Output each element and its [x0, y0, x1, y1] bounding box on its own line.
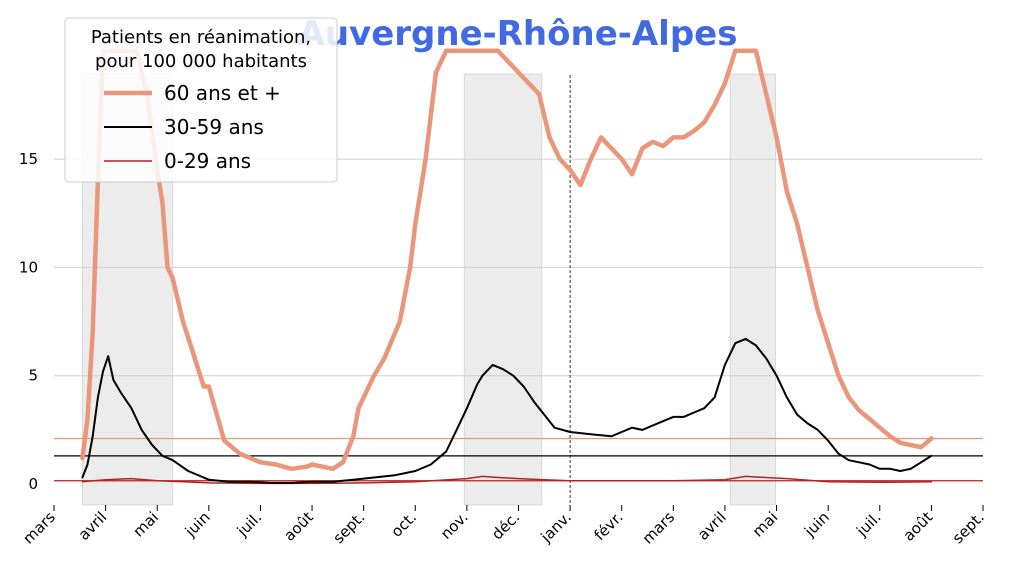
shaded-period-1 [463, 73, 543, 506]
x-tick-label-13: avril [694, 508, 730, 544]
x-tick-label-6: sept. [329, 508, 368, 547]
x-tick-label-10: janv. [537, 508, 575, 546]
x-tick-label-1: avril [75, 508, 111, 544]
x-tick-label-2: mai [130, 508, 163, 541]
series-line-0 [80, 48, 934, 472]
x-tick-label-17: août [900, 508, 937, 545]
legend-title-line-1: pour 100 000 habitants [95, 51, 307, 72]
series-line-1 [81, 337, 933, 484]
legend-label-1: 30-59 ans [164, 115, 264, 139]
x-tick-label-12: mars [639, 508, 679, 548]
y-tick-label-5: 5 [28, 367, 38, 385]
shaded-period-2 [729, 73, 777, 506]
y-axis: 0 5 10 15 [19, 150, 38, 493]
x-tick-label-8: nov. [437, 508, 472, 543]
y-tick-label-15: 15 [19, 150, 38, 168]
x-tick-label-11: févr. [591, 508, 627, 544]
x-tick-label-16: juil. [852, 508, 884, 540]
x-tick-label-4: juil. [233, 508, 265, 540]
x-tick-label-0: mars [19, 508, 59, 548]
x-tick-label-3: juin [181, 508, 214, 541]
y-tick-label-10: 10 [19, 258, 38, 276]
y-tick-label-0: 0 [28, 475, 38, 493]
x-tick-label-15: juin [800, 508, 833, 541]
series-lines [80, 48, 934, 485]
legend-box [64, 17, 338, 183]
legend: Patients en réanimation, pour 100 000 hab… [64, 17, 338, 183]
legend-label-2: 0-29 ans [164, 149, 251, 173]
x-tick-label-14: mai [749, 508, 782, 541]
legend-title-line-0: Patients en réanimation, [91, 27, 311, 48]
reference-lines [54, 437, 983, 482]
chart-title: Auvergne-Rhône-Alpes [299, 14, 738, 54]
x-tick-label-5: août [280, 508, 317, 545]
x-tick-label-9: déc. [488, 508, 523, 543]
x-axis: mars avril mai juin juil. août sept. oct. nov. dé… [19, 505, 988, 548]
legend-label-0: 60 ans et + [164, 81, 281, 105]
x-tick-label-18: sept. [949, 508, 988, 547]
x-tick-label-7: oct. [388, 508, 421, 541]
series-line-2 [81, 475, 933, 485]
